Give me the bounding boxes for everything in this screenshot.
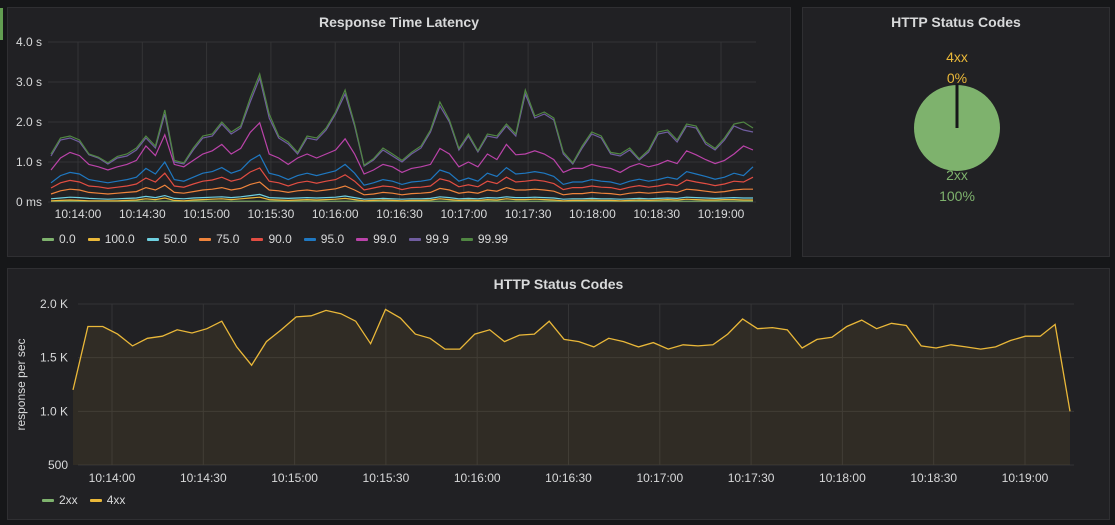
legend-label: 0.0 (59, 232, 76, 246)
x-tick-label: 10:16:30 (376, 207, 423, 221)
legend-label: 2xx (59, 493, 78, 507)
x-tick-label: 10:17:00 (636, 471, 683, 485)
x-tick-label: 10:15:00 (271, 471, 318, 485)
legend-swatch (356, 237, 369, 241)
x-tick-label: 10:18:30 (910, 471, 957, 485)
x-tick-label: 10:17:00 (440, 207, 487, 221)
legend-item[interactable]: 50.0 (146, 232, 188, 246)
latency-legend: 0.0 100.0 50.0 75.0 90.0 95.0 99.0 99.9 99.99 (42, 232, 508, 246)
pie-percent-2xx: 100% (939, 188, 975, 204)
series-line-4xx (72, 308, 1071, 412)
series-area-4xx (73, 309, 1070, 465)
legend-item[interactable]: 99.0 (356, 232, 397, 246)
x-tick-label: 10:18:00 (569, 207, 616, 221)
legend-item[interactable]: 99.99 (460, 232, 508, 246)
y-tick-label: 1.0 K (40, 404, 68, 418)
legend-item[interactable]: 75.0 (199, 232, 239, 246)
x-tick-label: 10:15:00 (183, 207, 230, 221)
x-tick-label: 10:16:00 (312, 207, 359, 221)
series-line-50.0 (50, 193, 753, 200)
legend-label: 90.0 (268, 232, 292, 246)
y-tick-label: 3.0 s (16, 75, 42, 89)
legend-swatch (199, 237, 212, 241)
series-line-99.99 (50, 72, 754, 167)
series-line-99.0 (50, 121, 754, 175)
pie-label-2xx: 2xx (946, 167, 968, 183)
x-tick-label: 10:14:30 (180, 471, 227, 485)
legend-swatch (146, 237, 159, 241)
latency-chart[interactable]: 0 ms 1.0 s 2.0 s 3.0 s 4.0 s 10:14:00 10:14:30… (8, 8, 792, 258)
status-pie-panel: HTTP Status Codes 4xx 0% 2xx 100% (802, 7, 1110, 257)
rate-legend: 2xx 4xx (42, 493, 125, 507)
legend-label: 50.0 (163, 232, 188, 246)
latency-panel: Response Time Latency 0 ms 1.0 s 2.0 s 3.0 … (7, 7, 791, 257)
y-tick-label: 2.0 s (16, 115, 42, 129)
legend-swatch (303, 237, 316, 241)
legend-item[interactable]: 99.9 (408, 232, 449, 246)
y-tick-label: 1.0 s (16, 155, 42, 169)
rate-panel: HTTP Status Codes 500 1.0 K 1.5 K 2.0 K 10:1… (7, 268, 1110, 520)
legend-label: 100.0 (104, 232, 135, 246)
x-tick-label: 10:14:30 (119, 207, 166, 221)
x-tick-label: 10:18:00 (819, 471, 866, 485)
legend-item[interactable]: 95.0 (303, 232, 345, 246)
legend-swatch (460, 237, 473, 241)
series-line-75.0 (50, 181, 753, 196)
legend-item[interactable]: 100.0 (87, 232, 135, 246)
legend-swatch (408, 237, 421, 241)
panel-title[interactable]: HTTP Status Codes (493, 276, 624, 292)
x-tick-label: 10:15:30 (363, 471, 410, 485)
legend-swatch (251, 237, 264, 241)
x-tick-label: 10:19:00 (1002, 471, 1049, 485)
x-tick-label: 10:15:30 (248, 207, 295, 221)
series-line-95.0 (50, 153, 754, 186)
x-tick-label: 10:17:30 (505, 207, 552, 221)
panel-title[interactable]: Response Time Latency (318, 14, 480, 30)
x-tick-label: 10:14:00 (55, 207, 102, 221)
legend-label: 99.9 (425, 232, 449, 246)
y-tick-label: 4.0 s (16, 35, 42, 49)
series-line-90.0 (50, 167, 754, 191)
y-axis-label: response per sec (14, 338, 28, 430)
pie-label-4xx: 4xx (946, 49, 968, 65)
legend-swatch (42, 237, 54, 241)
legend-label: 99.99 (477, 232, 508, 246)
x-tick-label: 10:14:00 (89, 471, 136, 485)
y-tick-label: 500 (48, 458, 68, 472)
panel-accent (0, 8, 3, 40)
legend-swatch (42, 498, 54, 502)
legend-swatch (89, 498, 102, 502)
y-tick-label: 1.5 K (40, 351, 68, 365)
legend-label: 95.0 (320, 232, 345, 246)
pie-percent-4xx: 0% (947, 70, 967, 86)
legend-item[interactable]: 90.0 (251, 232, 292, 246)
x-tick-label: 10:16:00 (454, 471, 501, 485)
x-tick-label: 10:16:30 (545, 471, 592, 485)
y-tick-label: 2.0 K (40, 297, 68, 311)
legend-swatch (87, 237, 100, 241)
series-line-100.0 (50, 196, 753, 202)
x-tick-label: 10:17:30 (728, 471, 775, 485)
legend-item[interactable]: 0.0 (42, 232, 76, 246)
panel-title[interactable]: HTTP Status Codes (891, 14, 1021, 30)
legend-label: 99.0 (373, 232, 397, 246)
legend-label: 4xx (106, 493, 126, 507)
x-tick-label: 10:18:30 (633, 207, 680, 221)
rate-chart[interactable]: 500 1.0 K 1.5 K 2.0 K 10:14:00 10:14:30 10:15:… (8, 269, 1111, 521)
legend-item[interactable]: 2xx (42, 493, 78, 507)
y-tick-label: 0 ms (16, 195, 42, 209)
legend-item[interactable]: 4xx (89, 493, 126, 507)
status-pie-chart[interactable]: 4xx 0% 2xx 100% (803, 8, 1111, 258)
x-tick-label: 10:19:00 (698, 207, 745, 221)
legend-label: 75.0 (216, 232, 240, 246)
